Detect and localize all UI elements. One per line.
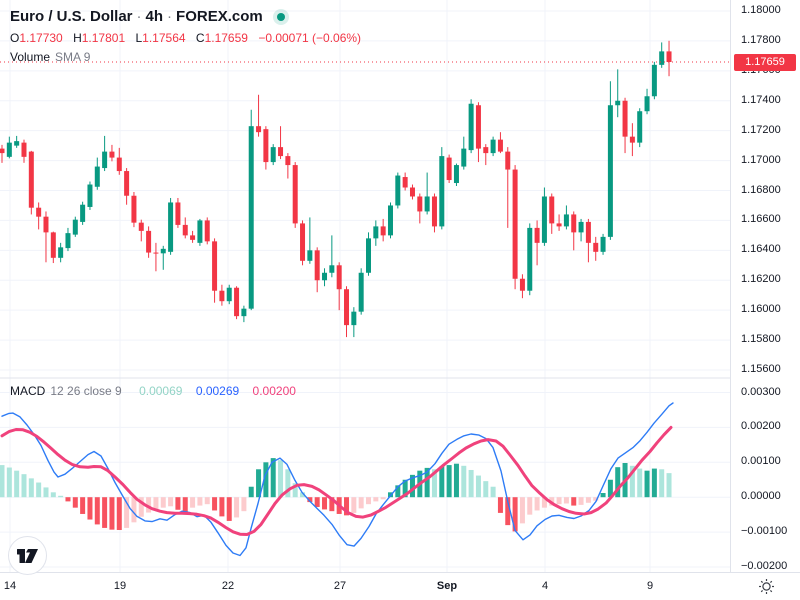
price-tick-label: 1.16600 bbox=[741, 213, 781, 226]
low-label: L bbox=[135, 31, 143, 45]
exchange-label[interactable]: FOREX.com bbox=[176, 8, 263, 25]
price-tick-label: 1.16000 bbox=[741, 303, 781, 316]
macd-title: MACD bbox=[10, 384, 46, 398]
macd-signal-line bbox=[0, 425, 673, 536]
macd-params: 12 26 close 9 bbox=[50, 384, 122, 398]
price-axis[interactable]: 1.17659 1.180001.178001.176001.174001.17… bbox=[730, 0, 800, 572]
candlestick-series bbox=[0, 40, 672, 338]
ohlc-legend: O1.17730 H1.17801 L1.17564 C1.17659 −0.0… bbox=[10, 31, 361, 45]
time-tick-label: 14 bbox=[3, 580, 17, 592]
change-value: −0.00071 (−0.06%) bbox=[258, 31, 362, 45]
gear-icon bbox=[758, 578, 774, 594]
separator: · bbox=[136, 8, 142, 25]
price-tick-label: 1.17200 bbox=[741, 123, 781, 136]
macd-tick-label: 0.00100 bbox=[741, 455, 781, 468]
separator: · bbox=[167, 8, 173, 25]
price-tick-label: 1.17800 bbox=[741, 33, 781, 46]
price-tick-label: 1.18000 bbox=[741, 4, 781, 16]
macd-histogram bbox=[0, 458, 672, 532]
symbol-title[interactable]: Euro / U.S. Dollar bbox=[10, 8, 133, 25]
volume-legend[interactable]: Volume SMA 9 bbox=[10, 50, 90, 64]
time-tick-label: 22 bbox=[221, 580, 235, 592]
macd-hist-value: 0.00069 bbox=[139, 384, 183, 398]
macd-line-value: 0.00269 bbox=[195, 384, 240, 398]
time-tick-label: Sep bbox=[436, 580, 458, 592]
last-price-badge: 1.17659 bbox=[734, 53, 796, 71]
volume-param: SMA 9 bbox=[55, 50, 91, 64]
macd-legend[interactable]: MACD 12 26 close 9 0.00069 0.00269 0.0020… bbox=[10, 384, 296, 398]
macd-tick-label: 0.00200 bbox=[741, 420, 781, 433]
price-tick-label: 1.15600 bbox=[741, 363, 781, 375]
market-status-dot-icon[interactable] bbox=[276, 13, 285, 22]
macd-tick-label: 0.00000 bbox=[741, 490, 781, 503]
macd-tick-label: 0.00300 bbox=[741, 385, 781, 398]
interval-label[interactable]: 4h bbox=[145, 8, 164, 25]
high-value: 1.17801 bbox=[81, 31, 126, 45]
time-tick-label: 4 bbox=[541, 580, 549, 592]
tradingview-logo[interactable] bbox=[8, 536, 47, 575]
high-label: H bbox=[73, 31, 82, 45]
chart-canvas[interactable] bbox=[0, 0, 730, 572]
price-tick-label: 1.17400 bbox=[741, 93, 781, 106]
time-tick-label: 19 bbox=[113, 580, 127, 592]
axis-settings-gear-button[interactable] bbox=[752, 574, 780, 598]
price-tick-label: 1.16200 bbox=[741, 273, 781, 286]
close-label: C bbox=[195, 31, 205, 45]
time-tick-label: 9 bbox=[646, 580, 654, 592]
price-tick-label: 1.16800 bbox=[741, 183, 781, 196]
price-tick-label: 1.15800 bbox=[741, 333, 781, 346]
low-value: 1.17564 bbox=[142, 31, 186, 45]
macd-line bbox=[1, 402, 674, 557]
macd-tick-label: −0.00100 bbox=[741, 525, 788, 538]
open-value: 1.17730 bbox=[19, 31, 63, 45]
price-tick-label: 1.17000 bbox=[741, 153, 781, 166]
price-tick-label: 1.16400 bbox=[741, 243, 781, 256]
macd-signal-value: 0.00200 bbox=[252, 384, 296, 398]
time-tick-label: 27 bbox=[333, 580, 347, 592]
macd-tick-label: −0.00200 bbox=[741, 560, 788, 572]
time-axis[interactable]: 14 19 22 27 Sep 4 9 bbox=[0, 572, 800, 600]
open-label: O bbox=[10, 31, 20, 45]
tradingview-logo-icon bbox=[16, 548, 38, 563]
volume-label: Volume bbox=[10, 50, 51, 64]
close-value: 1.17659 bbox=[204, 31, 248, 45]
symbol-legend[interactable]: Euro / U.S. Dollar · 4h · FOREX.com bbox=[10, 8, 285, 25]
